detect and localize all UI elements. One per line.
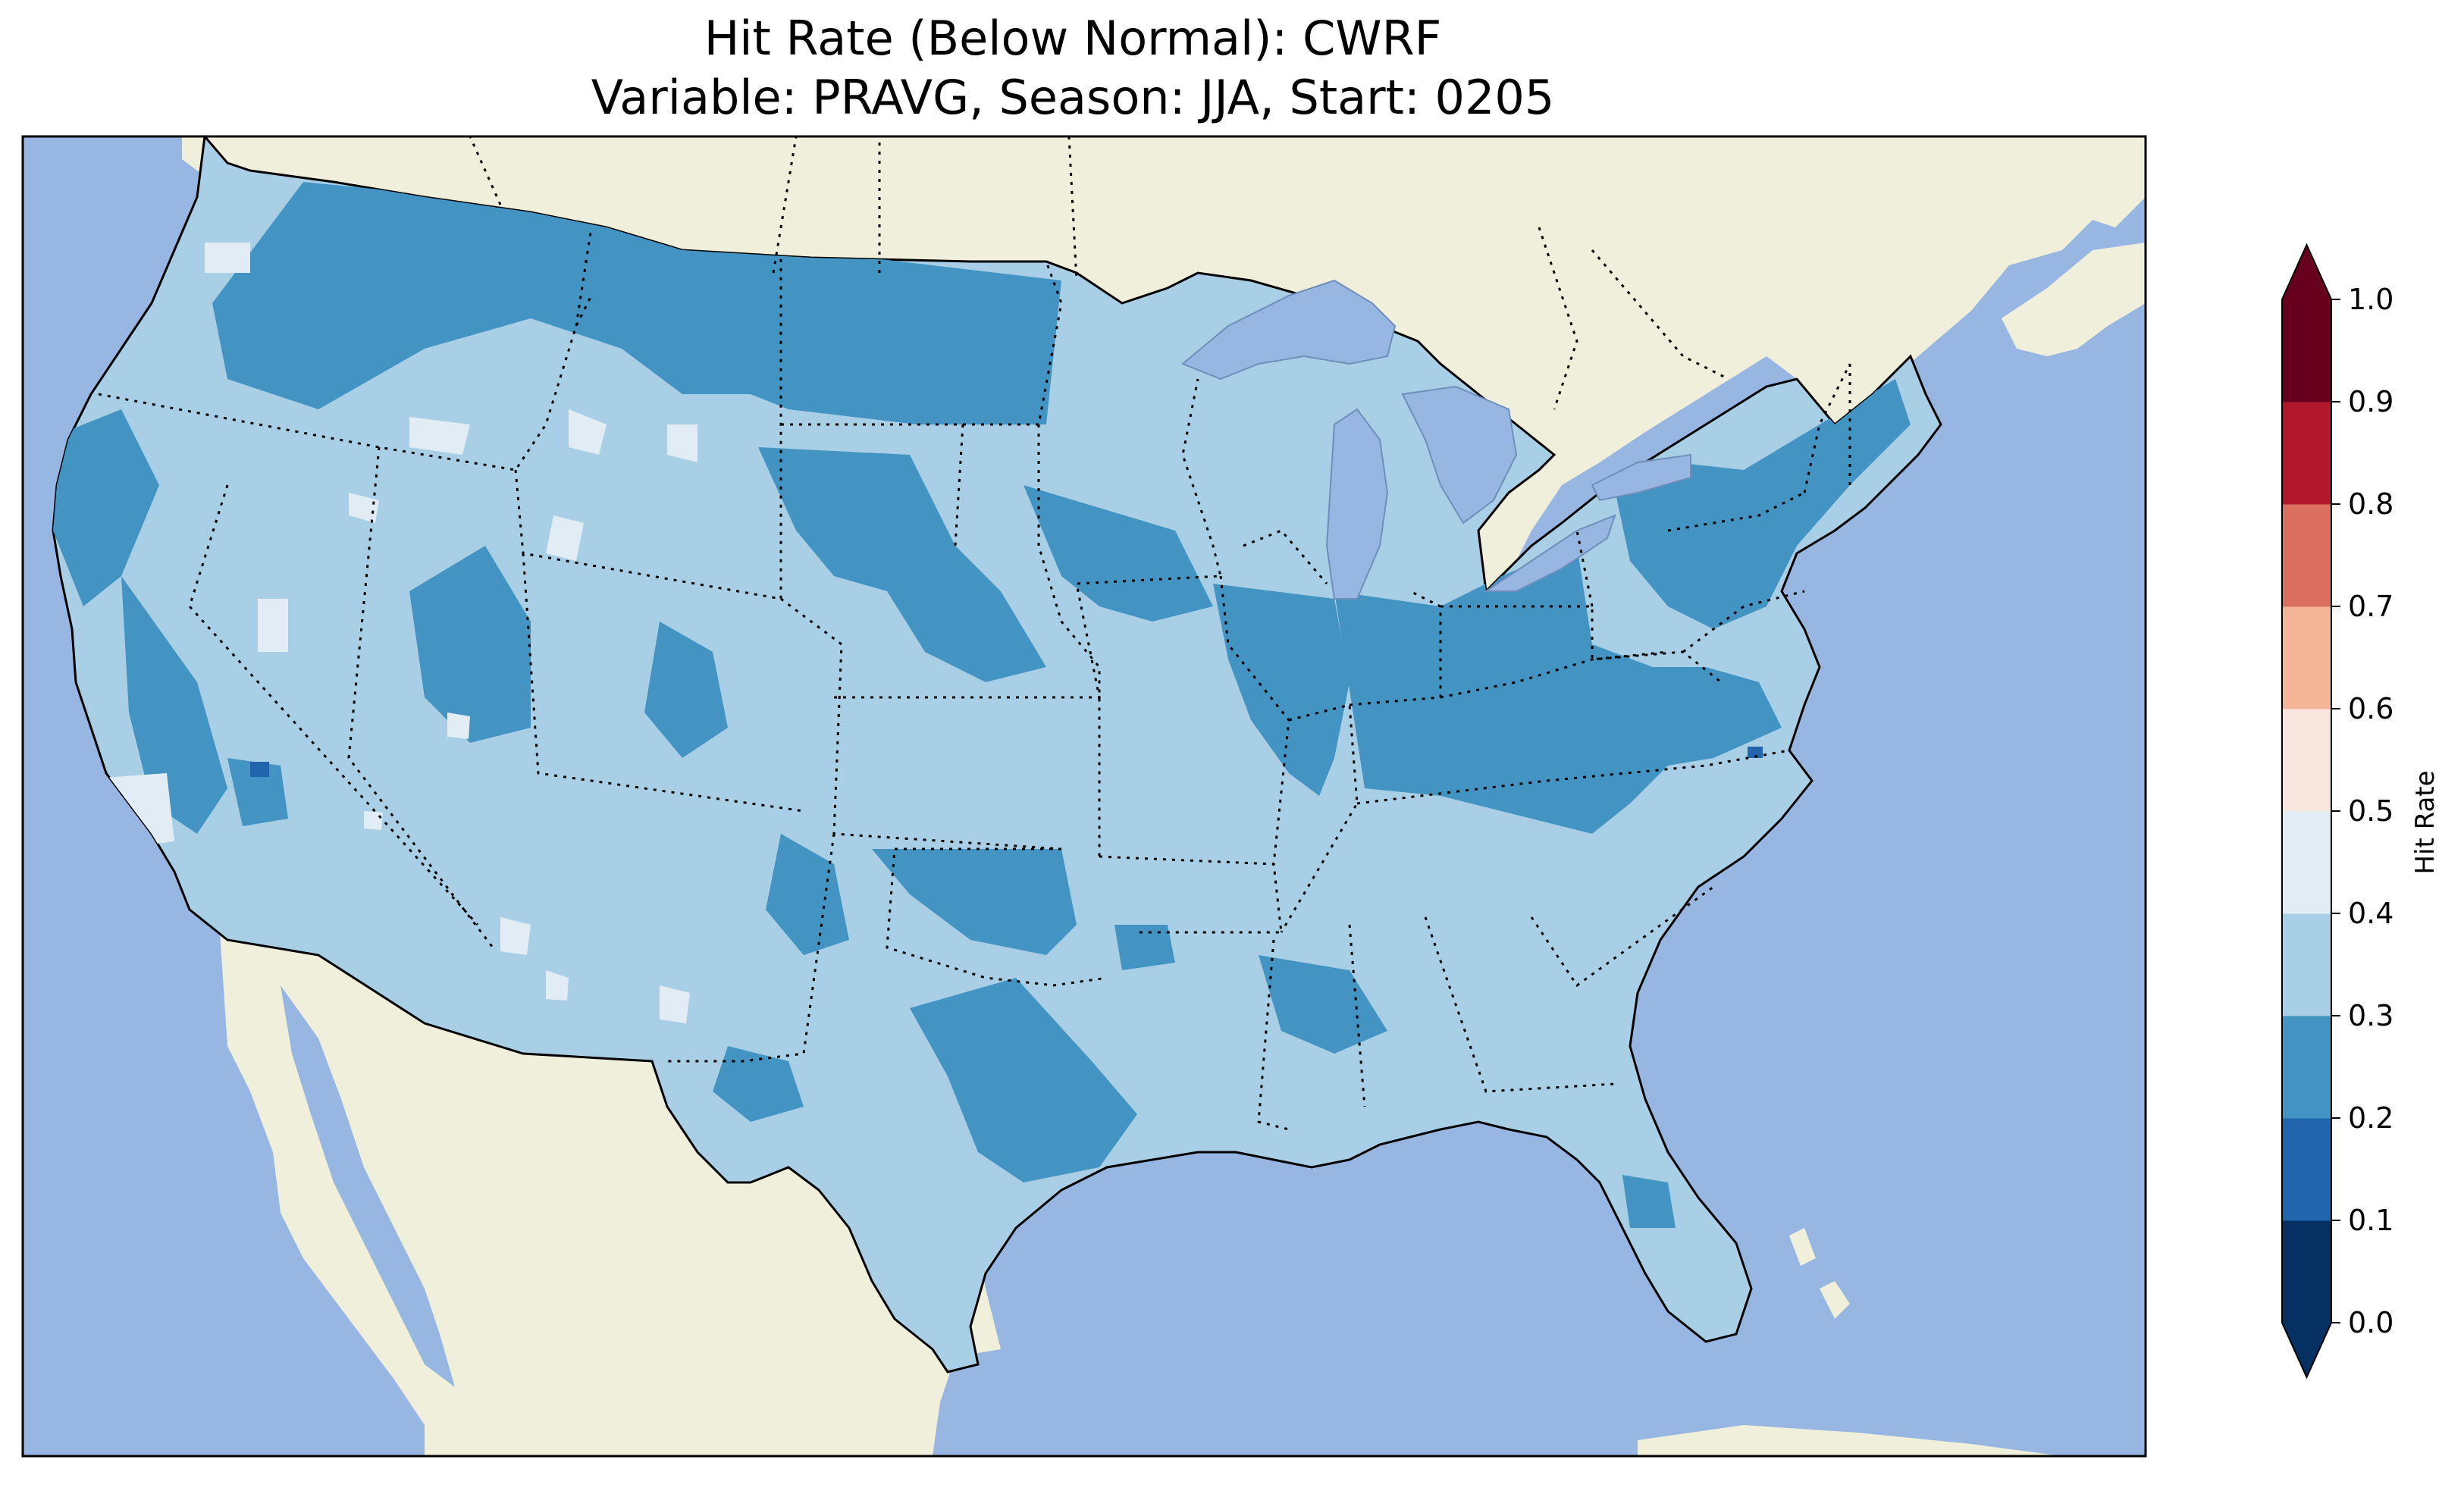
bahamas-land — [1789, 1228, 1850, 1319]
hit-rate-0.4-0.5-region — [205, 243, 250, 273]
canada-land — [182, 136, 2146, 591]
hit-rate-0.4-0.5-region — [546, 970, 569, 1001]
hit-rate-0.4-0.5-region — [546, 515, 584, 561]
colorbar-bin — [2282, 1016, 2331, 1119]
lake-ontario — [1591, 453, 1691, 502]
colorbar-bin — [2282, 811, 2331, 914]
colorbar-bin — [2282, 1220, 2331, 1323]
lake-huron — [1401, 385, 1518, 525]
colorbar-bin — [2282, 1118, 2331, 1221]
hit-rate-0.1-0.2-region — [250, 762, 269, 777]
maritimes-land — [2002, 243, 2146, 356]
colorbar-tick-label: 0.1 — [2348, 1204, 2393, 1237]
hit-rate-0.2-0.3-region — [121, 576, 227, 834]
map-title-line2: Variable: PRAVG, Season: JJA, Start: 020… — [591, 70, 1555, 125]
colorbar-tick-label: 0.2 — [2348, 1101, 2393, 1135]
colorbar-tick-label: 0.4 — [2348, 897, 2393, 930]
state-borders — [98, 136, 1851, 1131]
hit-rate-0.2-0.3-region — [53, 409, 159, 606]
hit-rate-0.4-0.5-region — [447, 713, 470, 739]
colorbar-bin — [2282, 606, 2331, 709]
hit-rate-0.2-0.3-region — [1334, 546, 1782, 834]
cuba-land — [1638, 1425, 2062, 1456]
hit-rate-0.2-0.3-region — [1622, 1175, 1676, 1228]
hit-rate-0.4-0.5-region — [409, 417, 470, 455]
hit-rate-0.4-0.5-region — [349, 493, 379, 523]
hit-rate-0.4-0.5-region — [500, 917, 531, 955]
colorbar-tick-label: 0.7 — [2348, 590, 2393, 623]
hit-rate-0.2-0.3-region — [212, 182, 1061, 424]
lake-michigan — [1325, 408, 1389, 600]
colorbar-tick-label: 0.9 — [2348, 385, 2393, 418]
great-lakes — [1181, 279, 1691, 600]
colorbar-bin — [2282, 709, 2331, 812]
colorbar-tick-label: 0.6 — [2348, 692, 2393, 725]
colorbar-extend-max — [2282, 245, 2331, 299]
colorbar-tick-label: 0.8 — [2348, 487, 2393, 521]
hit-rate-0.4-0.5-region — [569, 409, 607, 455]
colorbar-bin — [2282, 299, 2331, 402]
hit-rate-0.1-0.2-region — [1748, 747, 1763, 758]
lake-erie — [1483, 514, 1616, 592]
hit-rate-0.2-0.3-region — [409, 546, 531, 743]
colorbar-bin — [2282, 402, 2331, 505]
hit-rate-0.4-0.5-region — [660, 985, 690, 1023]
hit-rate-0.2-0.3-region — [644, 622, 728, 758]
hit-rate-0.4-0.5-region — [258, 599, 288, 652]
colorbar-tick-label: 1.0 — [2348, 283, 2393, 316]
hit-rate-0.2-0.3-region — [758, 447, 1046, 682]
colorbar-bin — [2282, 913, 2331, 1016]
colorbar-label: Hit Rate — [2410, 770, 2440, 874]
hit-rate-0.2-0.3-region — [1607, 379, 1911, 629]
hit-rate-0.4-0.5-region — [667, 424, 698, 462]
colorbar-tick-label: 0.5 — [2348, 794, 2393, 828]
map-title-line1: Hit Rate (Below Normal): CWRF — [704, 11, 1442, 66]
hit-rate-0.2-0.3-region — [910, 978, 1137, 1182]
lake-superior — [1181, 279, 1397, 381]
colorbar-tick-label: 0.0 — [2348, 1306, 2393, 1339]
hit-rate-0.2-0.3-region — [1213, 584, 1350, 796]
hit-rate-0.2-0.3-region — [1114, 925, 1175, 970]
hit-rate-0.4-0.5-region — [364, 811, 383, 830]
hit-rate-0.2-0.3-region — [766, 834, 849, 955]
colorbar-tick-label: 0.3 — [2348, 999, 2393, 1032]
hit-rate-0.2-0.3-region — [872, 849, 1077, 955]
colorbar-bin — [2282, 504, 2331, 607]
hit-rate-0.2-0.3-region — [713, 1046, 804, 1122]
hit-rate-0.2-0.3-region — [1024, 485, 1213, 622]
colorbar-extend-min — [2282, 1323, 2331, 1377]
map-frame — [21, 135, 2147, 1458]
gulf-of-california — [281, 985, 455, 1387]
hit-rate-0.2-0.3-region — [227, 758, 288, 826]
